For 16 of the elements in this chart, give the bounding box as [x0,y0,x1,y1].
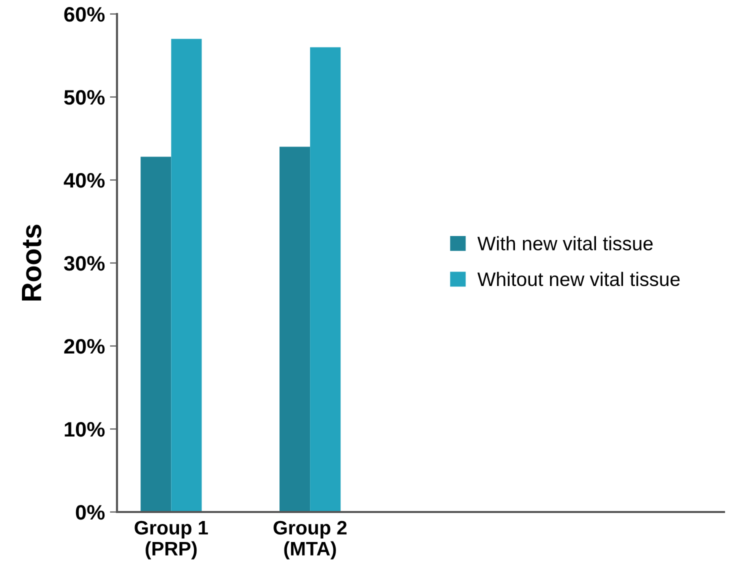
x-tick-label: Group 1 (PRP) [134,520,208,560]
bar [140,156,172,512]
legend-label: With new vital tissue [477,236,653,250]
y-tick-label: 50% [64,90,105,105]
bar [310,47,341,512]
y-tick-label: 30% [64,256,105,271]
y-tick-label: 20% [64,339,105,354]
y-tick-label: 10% [64,422,105,437]
bar [171,38,202,512]
y-axis-title: Roots [22,224,42,300]
bar [280,146,310,512]
y-tick-label: 40% [64,173,105,188]
x-tick-label: Group 2 (MTA) [274,520,347,560]
y-tick-label: 0% [76,505,105,520]
legend-label: Whitout new vital tissue [477,272,680,286]
y-tick-label: 60% [64,7,105,22]
